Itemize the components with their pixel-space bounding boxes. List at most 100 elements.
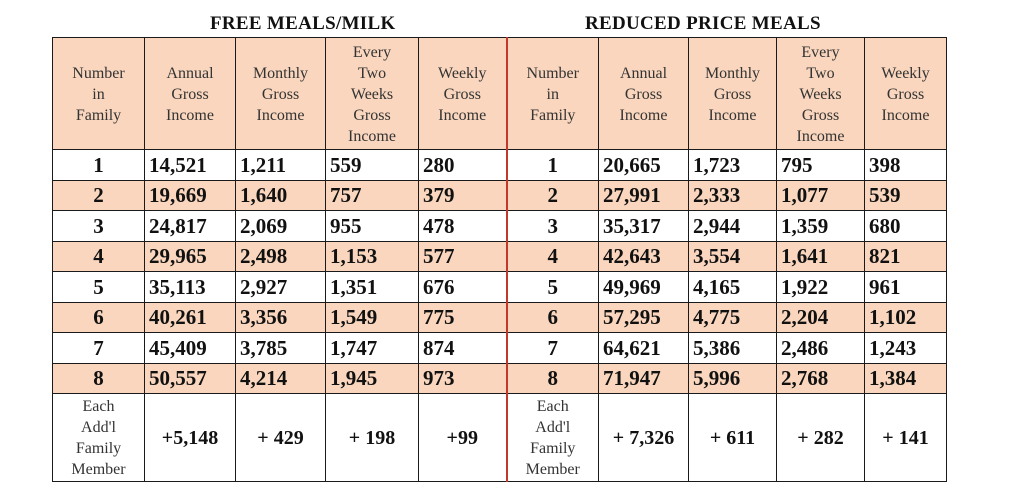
cell-free-annual: 45,409 (144, 332, 236, 364)
cell-reduced-monthly: 1,723 (688, 149, 777, 181)
cell-free-number-in-family: 5 (52, 271, 145, 303)
cell-free-number-in-family: 8 (52, 362, 145, 394)
cell-reduced-additional-member-label: Each Add'l Family Member (505, 393, 599, 482)
cell-free-weekly: 973 (418, 362, 507, 394)
table-row: 3 24,817 2,069 955 478 3 35,317 2,944 1,359 680 (52, 210, 947, 242)
cell-reduced-annual: 27,991 (598, 179, 689, 211)
cell-free-monthly: 2,927 (235, 271, 326, 303)
table-row: 8 50,557 4,214 1,945 973 8 71,947 5,996 2,768 1,3… (52, 362, 947, 394)
cell-free-number-in-family: 2 (52, 179, 145, 211)
header-reduced-number-in-family: Number in Family (505, 37, 599, 150)
cell-reduced-additional-member-amount: + 141 (864, 393, 947, 482)
income-eligibility-table: Number in Family Annual Gross Income Mon… (52, 37, 947, 482)
cell-reduced-every-two-weeks: 1,359 (776, 210, 865, 242)
cell-free-every-two-weeks: 559 (325, 149, 419, 181)
cell-free-weekly: 379 (418, 179, 507, 211)
cell-free-additional-member-amount: + 429 (235, 393, 326, 482)
cell-free-monthly: 1,211 (235, 149, 326, 181)
table-row: 6 40,261 3,356 1,549 775 6 57,295 4,775 2,204 1,1… (52, 301, 947, 333)
cell-reduced-every-two-weeks: 2,486 (776, 332, 865, 364)
cell-reduced-additional-member-amount: + 611 (688, 393, 777, 482)
table-row: 7 45,409 3,785 1,747 874 7 64,621 5,386 2,486 1,2… (52, 332, 947, 364)
cell-free-annual: 19,669 (144, 179, 236, 211)
cell-free-weekly: 478 (418, 210, 507, 242)
cell-reduced-annual: 57,295 (598, 301, 689, 333)
cell-free-additional-member-amount: + 198 (325, 393, 419, 482)
cell-reduced-additional-member-amount: + 7,326 (598, 393, 689, 482)
cell-reduced-monthly: 2,333 (688, 179, 777, 211)
cell-reduced-weekly: 1,102 (864, 301, 947, 333)
cell-free-every-two-weeks: 955 (325, 210, 419, 242)
cell-free-weekly: 775 (418, 301, 507, 333)
cell-free-number-in-family: 7 (52, 332, 145, 364)
cell-reduced-weekly: 539 (864, 179, 947, 211)
cell-reduced-annual: 49,969 (598, 271, 689, 303)
cell-free-every-two-weeks: 757 (325, 179, 419, 211)
cell-reduced-monthly: 5,996 (688, 362, 777, 394)
cell-reduced-monthly: 5,386 (688, 332, 777, 364)
cell-free-weekly: 676 (418, 271, 507, 303)
cell-reduced-number-in-family: 1 (505, 149, 599, 181)
cell-free-number-in-family: 3 (52, 210, 145, 242)
cell-reduced-monthly: 4,165 (688, 271, 777, 303)
cell-reduced-every-two-weeks: 1,641 (776, 240, 865, 272)
cell-reduced-annual: 64,621 (598, 332, 689, 364)
cell-free-every-two-weeks: 1,945 (325, 362, 419, 394)
cell-free-every-two-weeks: 1,549 (325, 301, 419, 333)
cell-reduced-weekly: 961 (864, 271, 947, 303)
cell-reduced-number-in-family: 6 (505, 301, 599, 333)
cell-reduced-weekly: 680 (864, 210, 947, 242)
cell-reduced-every-two-weeks: 795 (776, 149, 865, 181)
cell-reduced-number-in-family: 8 (505, 362, 599, 394)
table-row: 5 35,113 2,927 1,351 676 5 49,969 4,165 1,922 961 (52, 271, 947, 303)
table-body: 1 14,521 1,211 559 280 1 20,665 1,723 795 398 2 19,… (52, 149, 947, 482)
cell-reduced-every-two-weeks: 1,077 (776, 179, 865, 211)
cell-free-monthly: 3,356 (235, 301, 326, 333)
table-row: 1 14,521 1,211 559 280 1 20,665 1,723 795 398 (52, 149, 947, 181)
header-free-weekly-gross-income: Weekly Gross Income (418, 37, 507, 150)
cell-free-number-in-family: 4 (52, 240, 145, 272)
cell-reduced-monthly: 4,775 (688, 301, 777, 333)
cell-reduced-annual: 42,643 (598, 240, 689, 272)
cell-reduced-every-two-weeks: 2,204 (776, 301, 865, 333)
table-row: 2 19,669 1,640 757 379 2 27,991 2,333 1,077 539 (52, 179, 947, 211)
cell-free-weekly: 280 (418, 149, 507, 181)
cell-free-monthly: 1,640 (235, 179, 326, 211)
cell-free-every-two-weeks: 1,747 (325, 332, 419, 364)
cell-free-annual: 24,817 (144, 210, 236, 242)
header-free-every-two-weeks-gross-income: Every Two Weeks Gross Income (325, 37, 419, 150)
header-free-number-in-family: Number in Family (52, 37, 145, 150)
cell-free-annual: 50,557 (144, 362, 236, 394)
header-row: Number in Family Annual Gross Income Mon… (52, 37, 947, 150)
header-reduced-weekly-gross-income: Weekly Gross Income (864, 37, 947, 150)
cell-free-number-in-family: 6 (52, 301, 145, 333)
header-reduced-every-two-weeks-gross-income: Every Two Weeks Gross Income (776, 37, 865, 150)
cell-free-weekly: 577 (418, 240, 507, 272)
cell-reduced-number-in-family: 4 (505, 240, 599, 272)
cell-reduced-weekly: 1,243 (864, 332, 947, 364)
header-reduced-annual-gross-income: Annual Gross Income (598, 37, 689, 150)
cell-free-additional-member-amount: +5,148 (144, 393, 236, 482)
cell-reduced-weekly: 1,384 (864, 362, 947, 394)
cell-free-annual: 35,113 (144, 271, 236, 303)
cell-free-annual: 29,965 (144, 240, 236, 272)
cell-reduced-number-in-family: 2 (505, 179, 599, 211)
reduced-price-title: REDUCED PRICE MEALS (585, 13, 821, 34)
cell-reduced-monthly: 2,944 (688, 210, 777, 242)
additional-member-row: Each Add'l Family Member +5,148 + 429 + 198… (52, 393, 947, 482)
cell-free-every-two-weeks: 1,153 (325, 240, 419, 272)
cell-reduced-additional-member-amount: + 282 (776, 393, 865, 482)
cell-reduced-number-in-family: 7 (505, 332, 599, 364)
header-free-monthly-gross-income: Monthly Gross Income (235, 37, 326, 150)
cell-free-annual: 40,261 (144, 301, 236, 333)
cell-reduced-annual: 20,665 (598, 149, 689, 181)
cell-reduced-annual: 35,317 (598, 210, 689, 242)
cell-reduced-every-two-weeks: 1,922 (776, 271, 865, 303)
free-meals-title: FREE MEALS/MILK (210, 13, 396, 34)
cell-free-weekly: 874 (418, 332, 507, 364)
cell-free-every-two-weeks: 1,351 (325, 271, 419, 303)
cell-free-additional-member-label: Each Add'l Family Member (52, 393, 145, 482)
cell-reduced-annual: 71,947 (598, 362, 689, 394)
cell-reduced-monthly: 3,554 (688, 240, 777, 272)
cell-reduced-number-in-family: 3 (505, 210, 599, 242)
